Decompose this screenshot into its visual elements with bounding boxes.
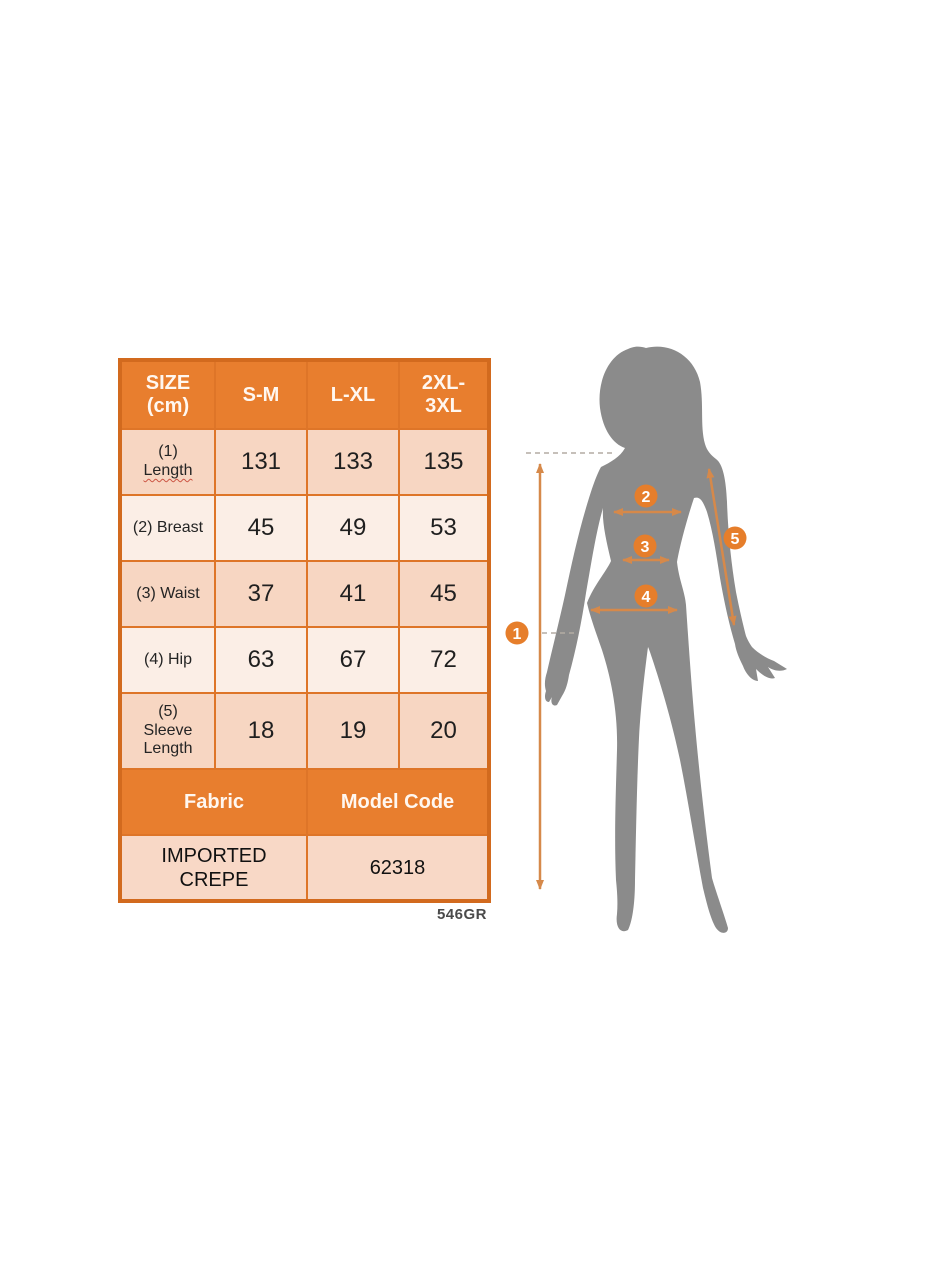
table-row: (4) Hip 63 67 72 — [119, 626, 490, 694]
size-chart-table: SIZE (cm) S-M L-XL 2XL-3XL (1) Length 131 1… — [118, 358, 491, 903]
style-code-text: 546GR — [436, 906, 487, 923]
measurement-diagram: 1 2 3 4 5 — [505, 346, 787, 933]
header-s-m: S-M — [214, 359, 308, 430]
header-l-xl: L-XL — [306, 359, 400, 430]
fabric-header-cell: Fabric — [119, 768, 308, 836]
size-value-cell: 18 — [214, 692, 308, 770]
measurement-badge-4: 4 — [634, 584, 658, 608]
model-code-value-cell: 62318 — [306, 834, 490, 902]
svg-text:5: 5 — [731, 531, 740, 548]
size-value-cell: 53 — [398, 494, 490, 562]
size-value-cell: 72 — [398, 626, 490, 694]
svg-text:4: 4 — [642, 589, 651, 606]
svg-text:1: 1 — [513, 626, 522, 643]
fabric-value-cell: IMPORTED CREPE — [119, 834, 308, 902]
model-code-header-cell: Model Code — [306, 768, 490, 836]
size-value-cell: 49 — [306, 494, 400, 562]
size-chart-table-wrap: SIZE (cm) S-M L-XL 2XL-3XL (1) Length 131 1… — [118, 358, 491, 903]
size-value-cell: 67 — [306, 626, 400, 694]
row-label: (5) Sleeve Length — [119, 692, 216, 770]
measurement-badge-3: 3 — [633, 534, 657, 558]
size-value-cell: 19 — [306, 692, 400, 770]
row-label: (3) Waist — [119, 560, 216, 628]
fabric-value-row: IMPORTED CREPE 62318 — [119, 834, 490, 902]
measurement-badge-5: 5 — [723, 526, 747, 550]
measurement-badge-2: 2 — [634, 484, 658, 508]
table-row: (2) Breast 45 49 53 — [119, 494, 490, 562]
header-size-cm: SIZE (cm) — [119, 359, 216, 430]
table-header-row: SIZE (cm) S-M L-XL 2XL-3XL — [119, 359, 490, 430]
measurement-arrow-5 — [706, 468, 737, 626]
size-rows: (1) Length 131 133 135 (2) Breast 45 49 53 (3) Wa… — [119, 428, 490, 770]
table-row: (1) Length 131 133 135 — [119, 428, 490, 496]
size-value-cell: 41 — [306, 560, 400, 628]
size-value-cell: 37 — [214, 560, 308, 628]
header-2xl-3xl: 2XL-3XL — [398, 359, 490, 430]
size-value-cell: 135 — [398, 428, 490, 496]
row-label: (1) Length — [119, 428, 216, 496]
size-value-cell: 45 — [398, 560, 490, 628]
row-label: (2) Breast — [119, 494, 216, 562]
table-row: (5) Sleeve Length 18 19 20 — [119, 692, 490, 770]
size-value-cell: 45 — [214, 494, 308, 562]
svg-text:3: 3 — [641, 539, 650, 556]
size-value-cell: 133 — [306, 428, 400, 496]
row-label: (4) Hip — [119, 626, 216, 694]
measurement-badge-1: 1 — [505, 621, 529, 645]
body-silhouette — [544, 346, 787, 933]
size-value-cell: 63 — [214, 626, 308, 694]
size-value-cell: 20 — [398, 692, 490, 770]
svg-text:2: 2 — [642, 489, 651, 506]
table-row: (3) Waist 37 41 45 — [119, 560, 490, 628]
fabric-header-row: Fabric Model Code — [119, 768, 490, 836]
size-value-cell: 131 — [214, 428, 308, 496]
